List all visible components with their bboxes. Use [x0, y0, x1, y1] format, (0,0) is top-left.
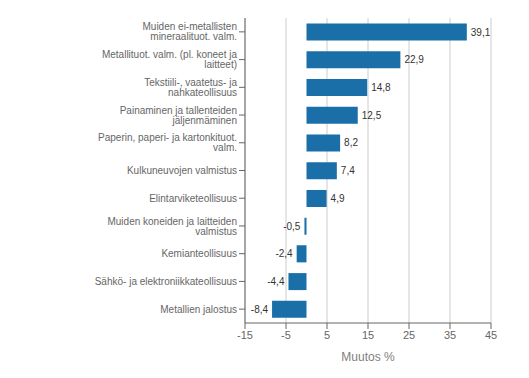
- svg-text:15: 15: [362, 329, 374, 341]
- svg-text:-2,4: -2,4: [275, 248, 293, 259]
- svg-text:-5: -5: [281, 329, 291, 341]
- svg-text:39,1: 39,1: [471, 27, 491, 38]
- svg-text:Sähkö- ja elektroniikkateollis: Sähkö- ja elektroniikkateollisuus: [95, 276, 237, 287]
- svg-text:5: 5: [324, 329, 330, 341]
- svg-text:25: 25: [403, 329, 415, 341]
- svg-text:Paperin, paperi- ja kartonkitu: Paperin, paperi- ja kartonkituot.valm.: [98, 132, 237, 153]
- svg-text:7,4: 7,4: [341, 165, 355, 176]
- svg-text:Muutos %: Muutos %: [341, 350, 395, 364]
- svg-text:Metallituot. valm. (pl. koneet: Metallituot. valm. (pl. koneet jalaittee…: [102, 49, 237, 70]
- svg-text:8,2: 8,2: [344, 137, 358, 148]
- svg-text:Muiden ei-metallistenmineraali: Muiden ei-metallistenmineraalituot. valm…: [143, 21, 238, 42]
- svg-text:Metallien jalostus: Metallien jalostus: [160, 304, 237, 315]
- svg-text:Elintarviketeollisuus: Elintarviketeollisuus: [149, 193, 237, 204]
- svg-text:Tekstiili-, vaatetus- janahkat: Tekstiili-, vaatetus- janahkateollisuus: [144, 77, 237, 98]
- svg-text:14,8: 14,8: [371, 82, 391, 93]
- svg-text:-0,5: -0,5: [283, 221, 301, 232]
- svg-text:4,9: 4,9: [331, 193, 345, 204]
- svg-text:Kulkuneuvojen valmistus: Kulkuneuvojen valmistus: [127, 165, 237, 176]
- svg-text:-15: -15: [237, 329, 253, 341]
- svg-text:45: 45: [485, 329, 497, 341]
- svg-text:Kemianteollisuus: Kemianteollisuus: [161, 248, 237, 259]
- svg-text:Painaminen ja tallenteidenjälj: Painaminen ja tallenteidenjäljenmäminen: [120, 105, 237, 126]
- svg-text:Muiden koneiden ja laitteidenv: Muiden koneiden ja laitteidenvalmistus: [107, 216, 237, 237]
- svg-text:-4,4: -4,4: [267, 276, 285, 287]
- svg-text:12,5: 12,5: [362, 110, 382, 121]
- svg-text:35: 35: [444, 329, 456, 341]
- svg-text:22,9: 22,9: [404, 54, 424, 65]
- svg-text:-8,4: -8,4: [251, 304, 269, 315]
